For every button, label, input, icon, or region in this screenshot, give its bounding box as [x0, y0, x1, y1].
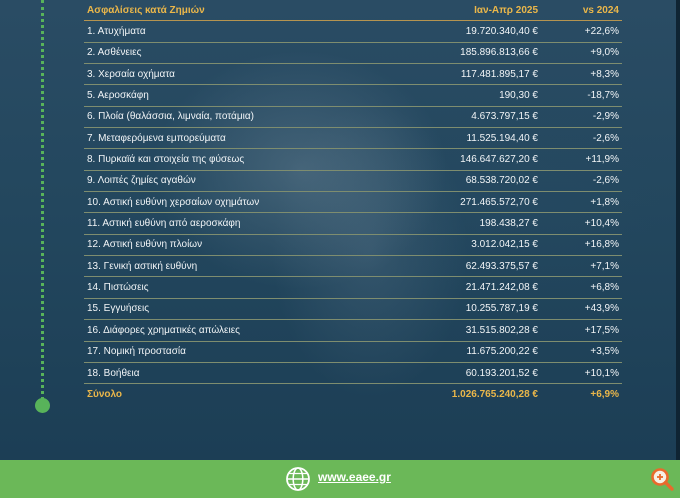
- cell-change: +22,6%: [541, 20, 622, 43]
- website-link[interactable]: www.eaee.gr: [318, 470, 391, 484]
- table-row: 13. Γενική αστική ευθύνη 62.493.375,57 € +…: [84, 255, 622, 278]
- table-row: 17. Νομική προστασία 11.675.200,22 € +3,5%: [84, 341, 622, 363]
- table-row: 14. Πιστώσεις 21.471.242,08 € +6,8%: [84, 276, 622, 299]
- cell-period: 190,30 €: [381, 84, 541, 107]
- magnifier-icon[interactable]: [649, 466, 675, 492]
- table-row: 5. Αεροσκάφη 190,30 € -18,7%: [84, 84, 622, 107]
- timeline-line: [41, 0, 44, 400]
- cell-period: 3.012.042,15 €: [381, 234, 541, 257]
- cell-change: +10,4%: [541, 212, 622, 235]
- cell-category: 10. Αστική ευθύνη χερσαίων οχημάτων: [84, 191, 381, 214]
- cell-period: 1.026.765.240,28 €: [451, 388, 538, 400]
- cell-change: -2,6%: [541, 170, 622, 193]
- cell-category: 17. Νομική προστασία: [84, 341, 381, 363]
- cell-category: Σύνολο: [87, 388, 123, 400]
- table-row: 7. Μεταφερόμενα εμπορεύματα 11.525.194,40…: [84, 127, 622, 150]
- cell-period: 60.193.201,52 €: [381, 362, 541, 385]
- cell-change: +43,9%: [541, 298, 622, 321]
- table-row: 15. Εγγυήσεις 10.255.787,19 € +43,9%: [84, 298, 622, 321]
- premiums-table: Ασφαλίσεις κατά Ζημιών Ιαν-Απρ 2025 vs 2…: [84, 0, 622, 405]
- total-row: Σύνολο 1.026.765.240,28 € +6,9%: [84, 384, 622, 405]
- cell-period: 198.438,27 €: [381, 212, 541, 235]
- table-row: 2. Ασθένειες 185.896.813,66 € +9,0%: [84, 42, 622, 65]
- cell-change: +8,3%: [541, 63, 622, 86]
- cell-change: +6,8%: [541, 276, 622, 299]
- table-row: 11. Αστική ευθύνη από αεροσκάφη 198.438,2…: [84, 212, 622, 235]
- cell-change: +17,5%: [541, 319, 622, 342]
- cell-period: 271.465.572,70 €: [381, 191, 541, 214]
- cell-change: +10,1%: [541, 362, 622, 385]
- cell-period: 185.896.813,66 €: [381, 42, 541, 65]
- cell-change: -2,6%: [541, 127, 622, 150]
- table-row: 10. Αστική ευθύνη χερσαίων οχημάτων 271.4…: [84, 191, 622, 214]
- cell-category: 2. Ασθένειες: [84, 42, 381, 65]
- cell-change: +6,9%: [590, 388, 619, 400]
- cell-category: 16. Διάφορες χρηματικές απώλειες: [84, 319, 381, 342]
- cell-category: 3. Χερσαία οχήματα: [84, 63, 381, 86]
- cell-period: 11.675.200,22 €: [381, 341, 541, 363]
- table-header-row: Ασφαλίσεις κατά Ζημιών Ιαν-Απρ 2025 vs 2…: [84, 0, 622, 22]
- header-category: Ασφαλίσεις κατά Ζημιών: [84, 0, 381, 22]
- table-row: 16. Διάφορες χρηματικές απώλειες 31.515.8…: [84, 319, 622, 342]
- cell-category: 5. Αεροσκάφη: [84, 84, 381, 107]
- cell-period: 31.515.802,28 €: [381, 319, 541, 342]
- table-row: 8. Πυρκαϊά και στοιχεία της φύσεως 146.64…: [84, 148, 622, 171]
- cell-category: 11. Αστική ευθύνη από αεροσκάφη: [84, 212, 381, 235]
- cell-category: 1. Ατυχήματα: [84, 20, 381, 43]
- cell-category: 14. Πιστώσεις: [84, 276, 381, 299]
- table-row: 6. Πλοία (θαλάσσια, λιμναία, ποτάμια) 4.6…: [84, 106, 622, 129]
- cell-period: 4.673.797,15 €: [381, 106, 541, 129]
- table-row: 18. Βοήθεια 60.193.201,52 € +10,1%: [84, 362, 622, 385]
- cell-period: 146.647.627,20 €: [381, 148, 541, 171]
- cell-change: -18,7%: [541, 84, 622, 107]
- cell-category: 6. Πλοία (θαλάσσια, λιμναία, ποτάμια): [84, 106, 381, 129]
- table-row: 3. Χερσαία οχήματα 117.481.895,17 € +8,3%: [84, 63, 622, 86]
- cell-category: 9. Λοιπές ζημίες αγαθών: [84, 170, 381, 193]
- cell-category: 8. Πυρκαϊά και στοιχεία της φύσεως: [84, 148, 381, 171]
- cell-period: 68.538.720,02 €: [381, 170, 541, 193]
- cell-category: 12. Αστική ευθύνη πλοίων: [84, 234, 381, 257]
- cell-period: 62.493.375,57 €: [381, 255, 541, 278]
- cell-change: +3,5%: [541, 341, 622, 363]
- table-row: 9. Λοιπές ζημίες αγαθών 68.538.720,02 € -2…: [84, 170, 622, 193]
- footer-bar: [0, 460, 680, 498]
- right-edge-bar: [676, 0, 680, 460]
- cell-change: +7,1%: [541, 255, 622, 278]
- cell-period: 117.481.895,17 €: [381, 63, 541, 86]
- header-period: Ιαν-Απρ 2025: [381, 0, 541, 22]
- cell-change: +1,8%: [541, 191, 622, 214]
- header-change: vs 2024: [541, 0, 622, 22]
- cell-category: 18. Βοήθεια: [84, 362, 381, 385]
- table-row: 1. Ατυχήματα 19.720.340,40 € +22,6%: [84, 20, 622, 43]
- table-row: 12. Αστική ευθύνη πλοίων 3.012.042,15 € +1…: [84, 234, 622, 257]
- cell-change: +9,0%: [541, 42, 622, 65]
- cell-category: 7. Μεταφερόμενα εμπορεύματα: [84, 127, 381, 150]
- cell-period: 10.255.787,19 €: [381, 298, 541, 321]
- cell-period: 21.471.242,08 €: [381, 276, 541, 299]
- cell-change: +11,9%: [541, 148, 622, 171]
- cell-period: 19.720.340,40 €: [381, 20, 541, 43]
- cell-category: 13. Γενική αστική ευθύνη: [84, 255, 381, 278]
- timeline-dot: [35, 398, 50, 413]
- globe-icon: [286, 467, 310, 491]
- cell-period: 11.525.194,40 €: [381, 127, 541, 150]
- cell-category: 15. Εγγυήσεις: [84, 298, 381, 321]
- cell-change: -2,9%: [541, 106, 622, 129]
- cell-change: +16,8%: [541, 234, 622, 257]
